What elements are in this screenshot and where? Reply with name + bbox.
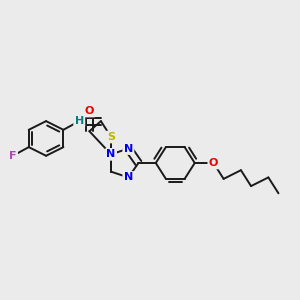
Text: N: N	[124, 172, 133, 182]
Text: O: O	[209, 158, 218, 168]
Text: S: S	[107, 132, 115, 142]
Text: F: F	[9, 151, 16, 161]
Text: N: N	[106, 149, 116, 159]
Text: H: H	[75, 116, 84, 126]
Text: N: N	[124, 144, 133, 154]
Text: O: O	[85, 106, 94, 116]
